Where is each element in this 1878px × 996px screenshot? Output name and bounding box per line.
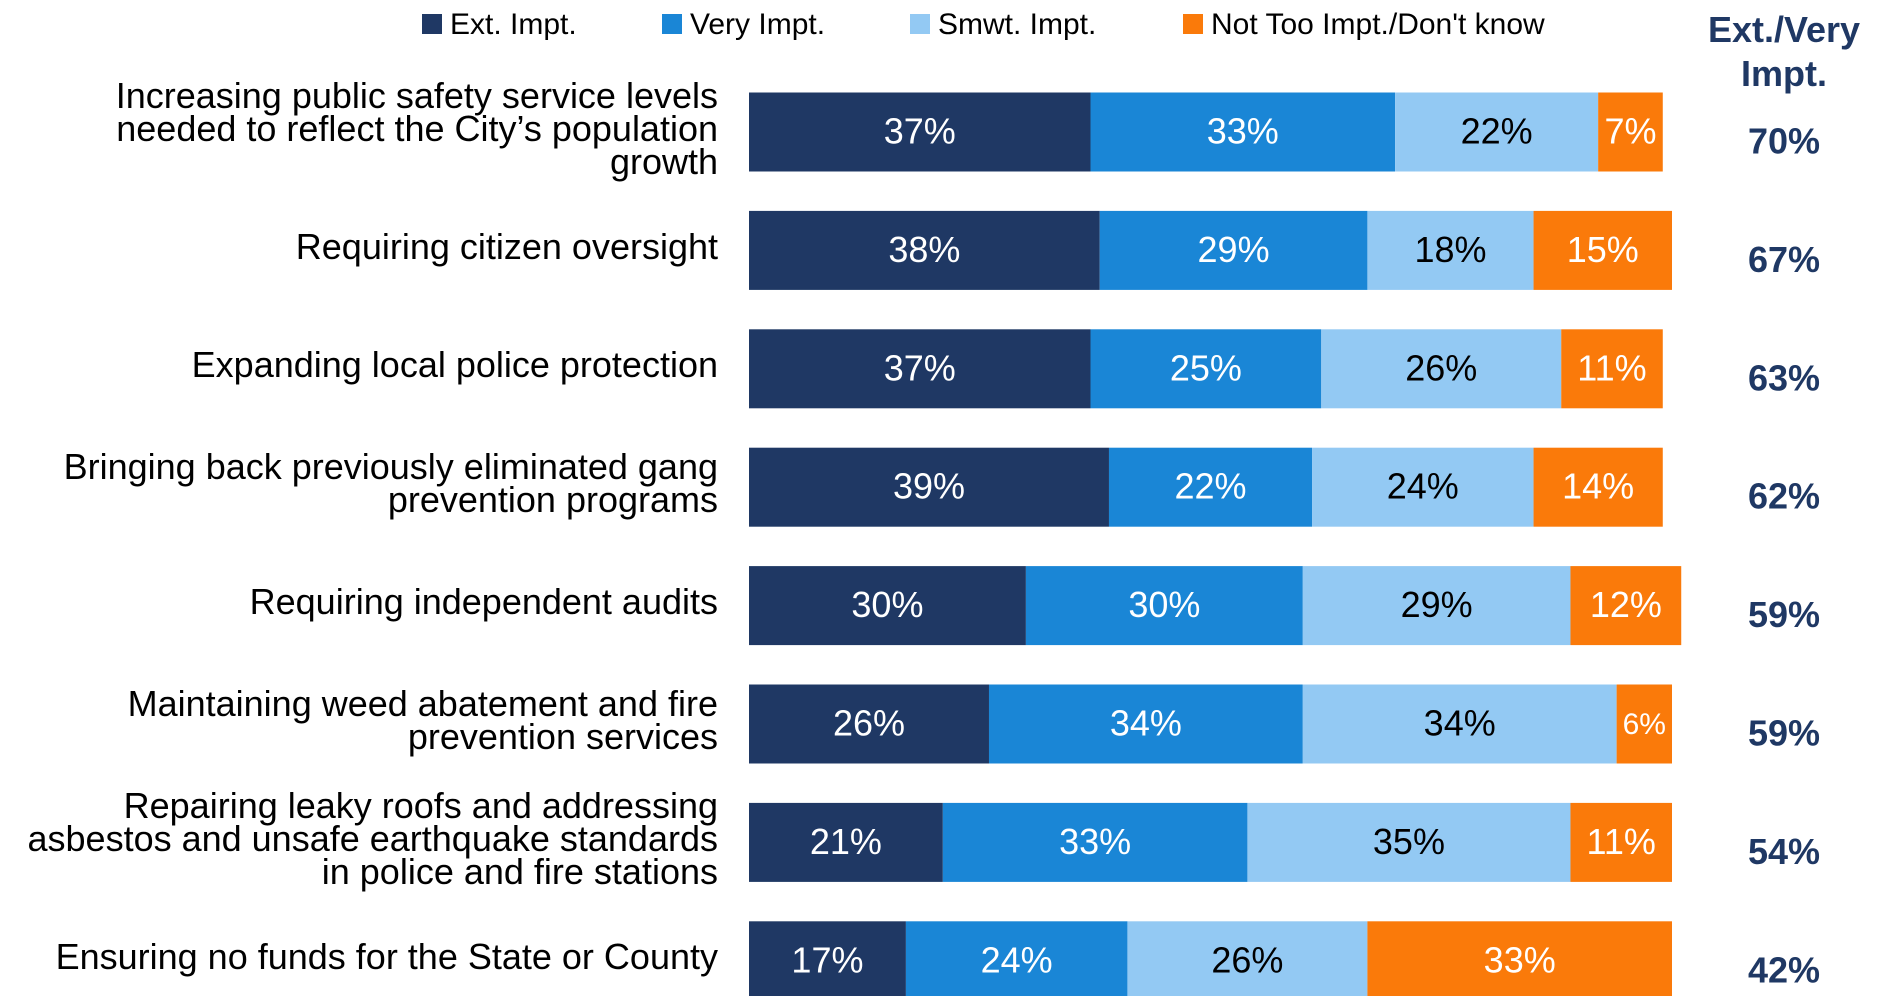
bar-segment <box>1598 92 1663 172</box>
value-label: 35% <box>1373 821 1445 862</box>
value-label: 15% <box>1567 229 1639 270</box>
legend-label: Not Too Impt./Don't know <box>1211 8 1545 41</box>
bar-segment <box>749 210 1100 290</box>
bar-segment <box>1302 566 1571 646</box>
value-label: 29% <box>1401 584 1473 625</box>
value-label: 38% <box>888 229 960 270</box>
value-label: 26% <box>1405 347 1477 388</box>
legend-swatch <box>1183 14 1203 34</box>
value-label: 25% <box>1170 347 1242 388</box>
bar-segment <box>1533 447 1663 527</box>
total-label: 67% <box>1748 239 1820 280</box>
value-label: 22% <box>1174 466 1246 507</box>
category-label: Maintaining weed abatement and fire prev… <box>127 683 718 757</box>
bar-segment <box>1247 802 1571 882</box>
bar-segment <box>1616 684 1672 764</box>
value-label: 37% <box>884 347 956 388</box>
value-label: 37% <box>884 111 956 152</box>
legend-label: Smwt. Impt. <box>938 8 1096 41</box>
legend-label: Very Impt. <box>690 8 825 41</box>
total-label: 62% <box>1748 476 1820 517</box>
value-label: 33% <box>1484 939 1556 980</box>
value-label: 6% <box>1623 708 1666 741</box>
bar-segment <box>1367 921 1672 996</box>
bar-segment <box>749 566 1026 646</box>
value-label: 11% <box>1577 347 1646 388</box>
bar-segment <box>1561 329 1663 409</box>
bar-segment <box>1321 329 1562 409</box>
bar-segment <box>1395 92 1599 172</box>
total-label: 63% <box>1748 357 1820 398</box>
bar-segment <box>749 802 943 882</box>
total-label: 59% <box>1748 713 1820 754</box>
value-label: 12% <box>1590 584 1662 625</box>
value-label: 26% <box>833 703 905 744</box>
bar-segment <box>1025 566 1303 646</box>
total-label: 59% <box>1748 594 1820 635</box>
value-label: 26% <box>1211 939 1283 980</box>
bar-segment <box>1570 566 1682 646</box>
value-label: 21% <box>810 821 882 862</box>
bar-segment <box>1302 684 1617 764</box>
legend-swatch <box>422 14 442 34</box>
value-label: 29% <box>1198 229 1270 270</box>
value-label: 17% <box>791 939 863 980</box>
category-label: Expanding local police protection <box>191 344 718 386</box>
value-label: 7% <box>1604 111 1656 152</box>
total-label: 70% <box>1748 121 1820 162</box>
bar-segment <box>749 921 906 996</box>
category-label: Increasing public safety service levels … <box>115 74 718 182</box>
bar-segment <box>1533 210 1672 290</box>
bar-segment <box>1127 921 1368 996</box>
bar-segment <box>1570 802 1672 882</box>
category-label: Requiring citizen oversight <box>295 225 718 267</box>
value-label: 30% <box>1128 584 1200 625</box>
bar-segment <box>905 921 1128 996</box>
bar-segment <box>749 684 989 764</box>
bar-segment <box>1099 210 1368 290</box>
value-label: 24% <box>1387 466 1459 507</box>
value-label: 30% <box>851 584 923 625</box>
value-label: 18% <box>1414 229 1486 270</box>
category-label: Ensuring no funds for the State or Count… <box>55 936 718 978</box>
value-label: 11% <box>1587 821 1656 862</box>
bar-segment <box>1090 329 1322 409</box>
legend-swatch <box>662 14 682 34</box>
value-label: 33% <box>1207 111 1279 152</box>
bar-segment <box>988 684 1303 764</box>
value-label: 33% <box>1059 821 1131 862</box>
value-label: 34% <box>1110 703 1182 744</box>
bar-segment <box>749 92 1091 172</box>
bar-segment <box>1367 210 1534 290</box>
value-label: 24% <box>981 939 1053 980</box>
legend-swatch <box>910 14 930 34</box>
value-label: 34% <box>1424 703 1496 744</box>
category-label: Repairing leaky roofs and addressing asb… <box>27 784 719 892</box>
bar-segment <box>1090 92 1396 172</box>
totals-title: Ext./Very Impt. <box>1707 9 1861 94</box>
category-label: Requiring independent audits <box>249 581 718 623</box>
total-label: 42% <box>1748 949 1820 990</box>
legend-label: Ext. Impt. <box>450 8 577 41</box>
value-label: 39% <box>893 466 965 507</box>
bar-segment <box>749 447 1109 527</box>
value-label: 22% <box>1461 111 1533 152</box>
bar-segment <box>1312 447 1534 527</box>
bar-segment <box>749 329 1091 409</box>
bar-segment <box>1108 447 1313 527</box>
bar-segment <box>942 802 1248 882</box>
category-label: Bringing back previously eliminated gang… <box>63 446 718 521</box>
value-label: 14% <box>1562 466 1634 507</box>
total-label: 54% <box>1748 831 1820 872</box>
